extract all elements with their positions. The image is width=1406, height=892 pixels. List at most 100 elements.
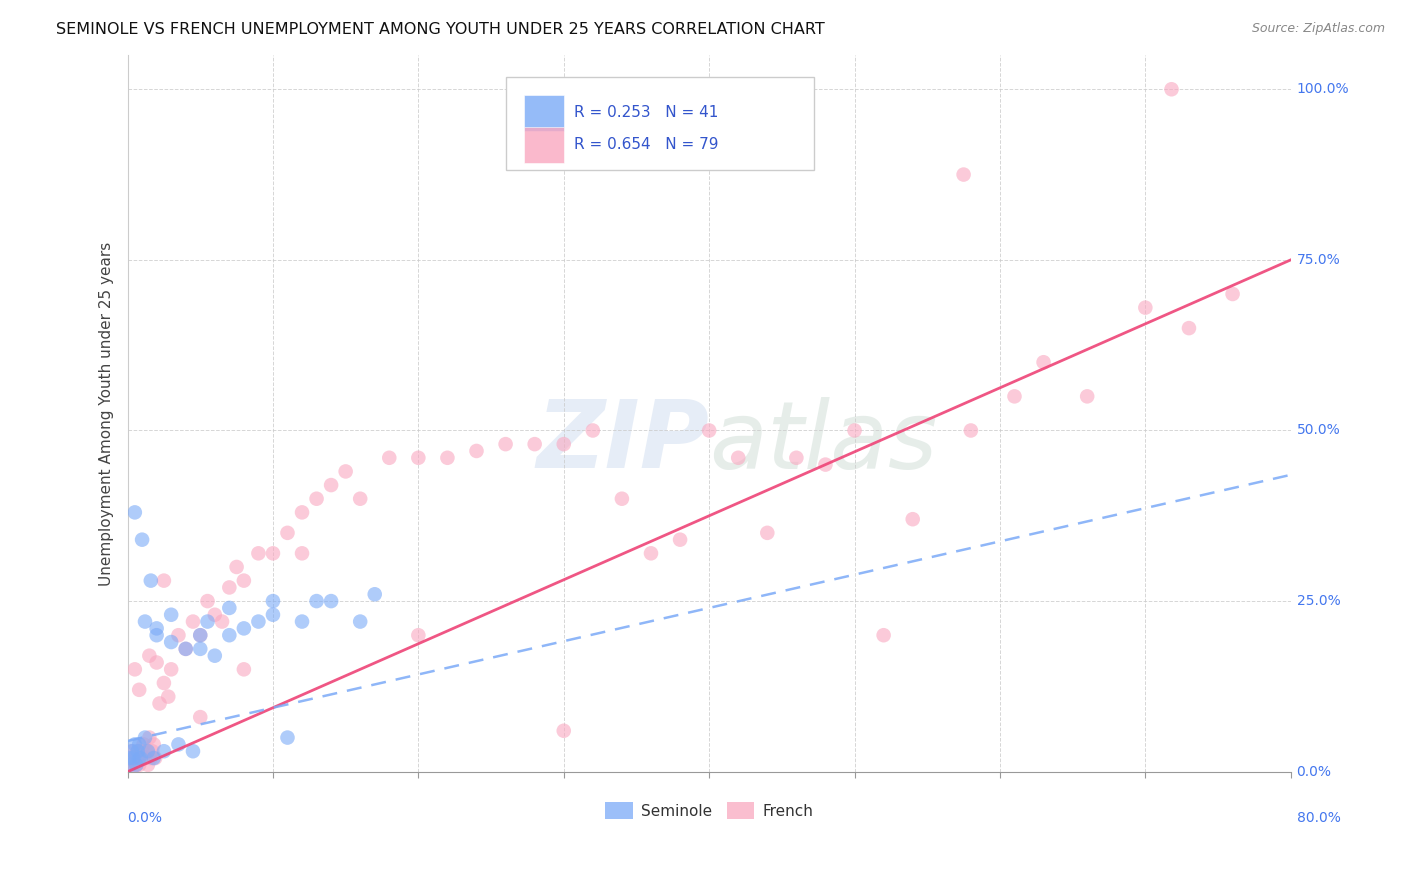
Text: 80.0%: 80.0%	[1296, 811, 1340, 825]
Text: 75.0%: 75.0%	[1296, 252, 1340, 267]
Point	[118, 751, 141, 765]
Point	[128, 682, 150, 697]
Point	[139, 751, 162, 765]
Point	[495, 437, 517, 451]
Point	[145, 656, 167, 670]
Point	[232, 621, 254, 635]
Point	[121, 744, 143, 758]
Point	[436, 450, 458, 465]
Text: atlas: atlas	[709, 397, 938, 488]
Point	[124, 738, 146, 752]
Point	[153, 676, 176, 690]
Point	[132, 738, 155, 752]
Point	[174, 641, 197, 656]
Point	[1160, 82, 1182, 96]
Point	[129, 751, 152, 765]
Point	[305, 491, 328, 506]
Point	[135, 744, 157, 758]
Text: R = 0.654   N = 79: R = 0.654 N = 79	[574, 137, 718, 153]
Point	[232, 662, 254, 676]
Y-axis label: Unemployment Among Youth under 25 years: Unemployment Among Youth under 25 years	[100, 242, 114, 585]
Point	[276, 731, 298, 745]
FancyBboxPatch shape	[506, 77, 814, 169]
Point	[952, 168, 974, 182]
Point	[321, 478, 343, 492]
Point	[610, 491, 633, 506]
Point	[188, 628, 211, 642]
Point	[408, 628, 430, 642]
Point	[262, 546, 284, 560]
Point	[167, 738, 190, 752]
FancyBboxPatch shape	[524, 127, 564, 162]
Point	[134, 751, 156, 765]
Legend: Seminole, French: Seminole, French	[599, 796, 820, 825]
Point	[197, 594, 219, 608]
Point	[262, 594, 284, 608]
Point	[1222, 287, 1244, 301]
Point	[118, 751, 141, 765]
Point	[188, 628, 211, 642]
Point	[465, 444, 488, 458]
Point	[901, 512, 924, 526]
Point	[291, 546, 314, 560]
Point	[125, 757, 148, 772]
Point	[1004, 389, 1026, 403]
Point	[120, 757, 142, 772]
Point	[128, 738, 150, 752]
Point	[321, 594, 343, 608]
Point	[756, 525, 779, 540]
FancyBboxPatch shape	[524, 95, 564, 131]
Point	[181, 615, 204, 629]
Point	[122, 751, 145, 765]
Text: 0.0%: 0.0%	[128, 811, 163, 825]
Point	[138, 731, 160, 745]
Point	[523, 437, 546, 451]
Point	[305, 594, 328, 608]
Point	[378, 450, 401, 465]
Point	[181, 744, 204, 758]
Point	[844, 424, 866, 438]
Point	[127, 744, 149, 758]
Point	[131, 533, 153, 547]
Point	[211, 615, 233, 629]
Point	[814, 458, 837, 472]
Point	[1178, 321, 1201, 335]
Point	[142, 738, 165, 752]
Point	[582, 424, 605, 438]
Point	[139, 574, 162, 588]
Point	[204, 648, 226, 663]
Point	[553, 723, 575, 738]
Point	[204, 607, 226, 622]
Point	[727, 450, 749, 465]
Point	[640, 546, 662, 560]
Point	[131, 744, 153, 758]
Point	[160, 662, 183, 676]
Point	[872, 628, 894, 642]
Point	[134, 731, 156, 745]
Point	[129, 751, 152, 765]
Text: ZIP: ZIP	[536, 396, 709, 488]
Point	[127, 744, 149, 758]
Point	[1032, 355, 1054, 369]
Point	[145, 628, 167, 642]
Point	[247, 546, 270, 560]
Point	[349, 615, 371, 629]
Text: 100.0%: 100.0%	[1296, 82, 1350, 96]
Text: 0.0%: 0.0%	[1296, 764, 1331, 779]
Point	[121, 744, 143, 758]
Point	[960, 424, 983, 438]
Point	[669, 533, 692, 547]
Text: 50.0%: 50.0%	[1296, 424, 1340, 437]
Point	[138, 648, 160, 663]
Text: Source: ZipAtlas.com: Source: ZipAtlas.com	[1251, 22, 1385, 36]
Point	[218, 601, 240, 615]
Point	[125, 757, 148, 772]
Point	[697, 424, 720, 438]
Point	[553, 437, 575, 451]
Point	[218, 628, 240, 642]
Point	[134, 615, 156, 629]
Point	[153, 574, 176, 588]
Point	[153, 744, 176, 758]
Point	[136, 744, 159, 758]
Point	[157, 690, 180, 704]
